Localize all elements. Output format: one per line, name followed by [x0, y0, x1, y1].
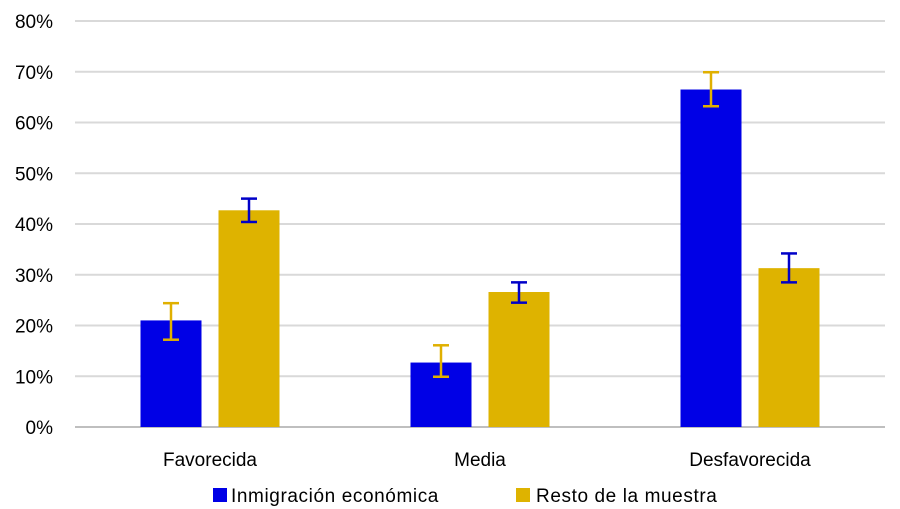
bar	[758, 268, 820, 427]
error-bar	[163, 301, 179, 341]
x-axis-ticks: Favorecida Media Desfavorecida	[163, 450, 811, 471]
y-tick-label: 30%	[15, 266, 53, 287]
bar	[488, 292, 550, 427]
bars	[140, 89, 820, 427]
y-tick-label: 0%	[26, 418, 54, 439]
legend-item: Resto de la muestra	[516, 486, 717, 507]
x-tick-label: Media	[454, 450, 506, 471]
legend-item: Inmigración económica	[213, 486, 439, 507]
y-tick-label: 40%	[15, 215, 53, 236]
y-tick-label: 60%	[15, 114, 53, 135]
legend-label: Resto de la muestra	[536, 486, 717, 507]
y-axis-ticks: 0% 10% 20% 30% 40% 50% 60% 70% 80%	[15, 12, 53, 439]
x-tick-label: Desfavorecida	[689, 450, 811, 471]
y-tick-label: 20%	[15, 317, 53, 338]
y-tick-label: 80%	[15, 12, 53, 33]
y-tick-label: 70%	[15, 63, 53, 84]
error-bar	[241, 197, 257, 224]
bar	[680, 89, 742, 427]
error-bar	[433, 344, 449, 379]
y-tick-label: 50%	[15, 164, 53, 185]
x-tick-label: Favorecida	[163, 450, 257, 471]
legend-swatch	[213, 488, 227, 502]
legend-swatch	[516, 488, 530, 502]
legend: Inmigración económica Resto de la muestra	[213, 486, 717, 507]
error-bar	[781, 252, 797, 284]
error-bars	[163, 71, 797, 379]
gridlines	[75, 20, 885, 428]
y-tick-label: 10%	[15, 367, 53, 388]
error-bar	[511, 281, 527, 304]
error-bar	[703, 71, 719, 108]
legend-label: Inmigración económica	[231, 486, 439, 507]
bar	[218, 210, 280, 427]
